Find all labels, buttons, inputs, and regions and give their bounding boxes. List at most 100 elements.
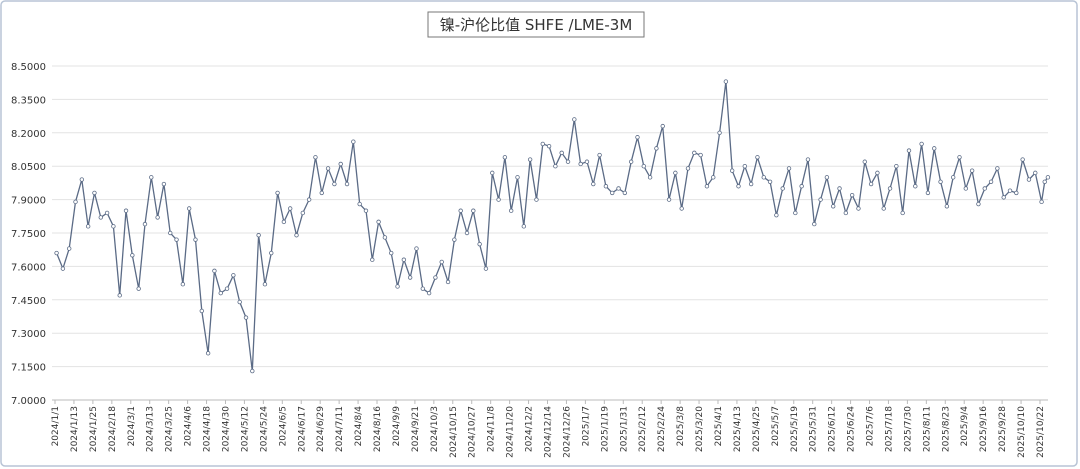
data-point xyxy=(641,163,646,169)
data-point xyxy=(212,268,217,274)
data-point xyxy=(559,150,564,156)
x-tick-label: 2025/8/11 xyxy=(922,406,932,452)
data-point xyxy=(679,206,684,211)
data-point xyxy=(748,181,754,187)
data-point xyxy=(704,184,710,189)
data-point xyxy=(685,166,691,171)
data-point xyxy=(1033,170,1038,176)
x-tick-label: 2025/1/19 xyxy=(600,406,610,452)
data-point xyxy=(635,135,640,140)
data-point xyxy=(149,175,154,180)
x-tick-label: 2025/4/13 xyxy=(733,406,743,452)
x-tick-label: 2024/9/9 xyxy=(392,406,402,447)
data-point xyxy=(186,206,192,211)
x-tick-label: 2024/10/27 xyxy=(468,406,478,458)
data-point xyxy=(919,141,924,147)
data-point xyxy=(717,130,722,135)
data-point xyxy=(515,175,520,180)
data-point xyxy=(742,163,748,169)
x-tick-label: 2024/3/25 xyxy=(165,406,175,452)
data-point xyxy=(1007,188,1013,193)
data-point xyxy=(647,175,653,180)
y-tick-label: 8.0500 xyxy=(11,162,46,173)
data-point xyxy=(205,351,211,356)
data-point xyxy=(774,212,779,218)
data-point xyxy=(995,166,1000,171)
x-tick-label: 2025/5/31 xyxy=(809,406,819,452)
data-point xyxy=(231,273,236,278)
x-tick-label: 2025/10/22 xyxy=(1036,406,1046,458)
data-point xyxy=(1042,179,1047,184)
data-point xyxy=(723,79,729,84)
x-tick-label: 2024/8/4 xyxy=(354,406,364,447)
x-tick-label: 2025/6/12 xyxy=(828,406,838,452)
data-point xyxy=(610,190,615,196)
data-point xyxy=(319,190,324,196)
data-point xyxy=(950,175,956,180)
data-point xyxy=(98,215,103,220)
data-point xyxy=(698,152,703,158)
x-tick-label: 2025/4/1 xyxy=(714,406,724,446)
data-point xyxy=(875,170,880,176)
data-point xyxy=(913,184,918,189)
data-point xyxy=(136,286,141,291)
x-tick-label: 2024/4/6 xyxy=(184,406,194,447)
data-point xyxy=(534,197,539,202)
data-point xyxy=(275,190,280,196)
data-point xyxy=(666,197,672,202)
data-point xyxy=(1001,195,1006,200)
data-point xyxy=(395,284,400,289)
data-point xyxy=(294,233,299,238)
data-point xyxy=(338,161,343,167)
data-point xyxy=(818,197,823,202)
data-point xyxy=(881,206,886,211)
data-point xyxy=(218,290,223,296)
data-point xyxy=(938,179,943,184)
x-tick-label: 2025/2/24 xyxy=(657,406,667,452)
x-tick-label: 2025/8/23 xyxy=(941,406,951,452)
x-tick-label: 2024/11/20 xyxy=(506,406,516,458)
data-point xyxy=(155,215,160,220)
data-point xyxy=(1026,177,1032,182)
data-point xyxy=(553,163,558,169)
data-point xyxy=(256,233,261,238)
x-tick-label: 2024/10/3 xyxy=(430,406,440,452)
x-tick-label: 2024/12/26 xyxy=(562,406,572,458)
data-point xyxy=(932,146,937,151)
data-point xyxy=(508,208,514,213)
data-point xyxy=(1045,175,1051,180)
data-point xyxy=(168,230,173,236)
data-point xyxy=(67,246,72,251)
data-point xyxy=(1020,157,1025,162)
y-tick-label: 8.5000 xyxy=(11,62,46,73)
data-point xyxy=(944,204,950,209)
data-point xyxy=(597,152,602,158)
data-point xyxy=(351,139,356,144)
x-tick-label: 2024/12/2 xyxy=(525,406,535,452)
data-point xyxy=(843,210,849,216)
x-tick-label: 2024/3/13 xyxy=(146,406,156,452)
x-tick-label: 2025/3/8 xyxy=(676,406,686,447)
data-point xyxy=(831,204,836,209)
data-point xyxy=(130,253,135,258)
y-tick-label: 7.9000 xyxy=(11,196,46,207)
x-tick-label: 2024/1/13 xyxy=(70,406,80,452)
data-point xyxy=(786,166,792,171)
x-tick-label: 2024/11/8 xyxy=(487,406,497,452)
data-point xyxy=(161,181,167,187)
x-tick-label: 2025/2/12 xyxy=(638,406,648,452)
x-tick-label: 2025/5/7 xyxy=(771,406,781,446)
data-point xyxy=(174,237,179,242)
data-point xyxy=(250,368,255,374)
data-point xyxy=(767,179,773,184)
data-point xyxy=(856,206,861,211)
x-tick-label: 2024/12/14 xyxy=(544,406,554,458)
data-point xyxy=(957,155,962,160)
data-point xyxy=(193,237,198,242)
data-point xyxy=(988,179,994,184)
data-point xyxy=(313,155,318,160)
x-tick-label: 2025/4/25 xyxy=(752,406,762,452)
data-point xyxy=(60,266,66,271)
data-point xyxy=(591,181,596,187)
